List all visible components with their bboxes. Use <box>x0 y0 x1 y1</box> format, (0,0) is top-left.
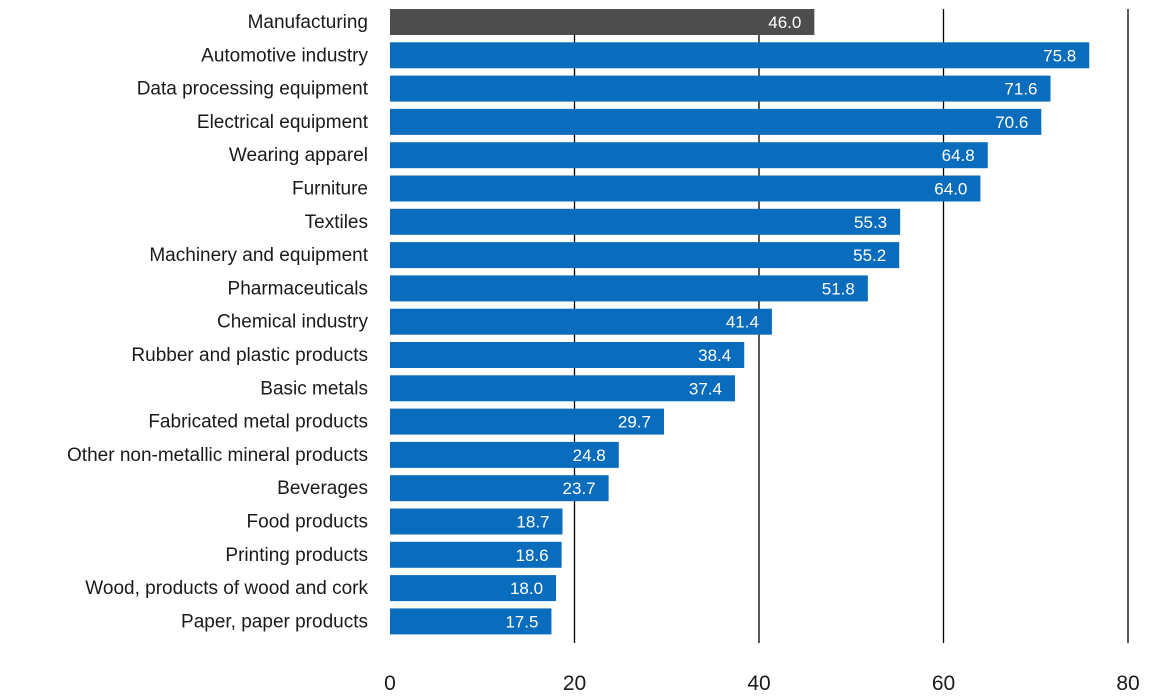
x-tick-label: 80 <box>1116 672 1139 695</box>
value-label: 64.0 <box>934 180 967 199</box>
value-label: 70.6 <box>995 113 1028 132</box>
value-label: 51.8 <box>822 279 855 298</box>
bar-electrical-equipment <box>390 108 1042 135</box>
value-label: 24.8 <box>573 446 606 465</box>
bar-food-products <box>390 508 563 535</box>
value-label: 17.5 <box>505 612 538 631</box>
value-label: 71.6 <box>1004 80 1037 99</box>
category-label: Other non-metallic mineral products <box>67 445 368 466</box>
value-label: 18.6 <box>515 546 548 565</box>
bar-machinery-and-equipment <box>390 242 900 269</box>
bar-furniture <box>390 175 981 202</box>
category-label: Pharmaceuticals <box>228 278 368 299</box>
category-label: Fabricated metal products <box>148 412 368 433</box>
category-label: Manufacturing <box>248 12 368 33</box>
bar-wood-products-of-wood-and-cork <box>390 575 557 602</box>
category-label: Textiles <box>305 212 368 233</box>
bar-basic-metals <box>390 375 736 402</box>
bar-textiles <box>390 208 901 235</box>
category-label: Wearing apparel <box>229 145 368 166</box>
bar-data-processing-equipment <box>390 75 1051 102</box>
value-label: 23.7 <box>563 479 596 498</box>
category-label: Basic metals <box>260 378 368 399</box>
bar-pharmaceuticals <box>390 275 868 302</box>
bar-beverages <box>390 475 609 502</box>
bar-printing-products <box>390 541 562 568</box>
value-label: 37.4 <box>689 379 722 398</box>
value-label: 55.3 <box>854 213 887 232</box>
bar-other-non-metallic-mineral-products <box>390 441 619 468</box>
x-axis-tick-labels: 0 20 40 60 80 <box>384 672 1140 695</box>
bar-fabricated-metal-products <box>390 408 664 435</box>
category-label: Electrical equipment <box>197 112 369 133</box>
value-label: 41.4 <box>726 313 759 332</box>
bars <box>390 9 1090 635</box>
x-tick-label: 40 <box>747 672 770 695</box>
value-labels: 46.0 75.8 71.6 70.6 64.8 64.0 55.3 55.2 51.8 41.4… <box>505 13 1076 631</box>
bar-automotive-industry <box>390 42 1090 69</box>
bar-paper-paper-products <box>390 608 552 635</box>
category-label: Automotive industry <box>201 45 368 66</box>
value-label: 55.2 <box>853 246 886 265</box>
value-label: 29.7 <box>618 413 651 432</box>
category-label: Furniture <box>292 179 368 200</box>
category-labels: Manufacturing Automotive industry Data pro… <box>67 12 369 632</box>
category-label: Machinery and equipment <box>149 245 368 266</box>
bar-rubber-and-plastic-products <box>390 342 745 368</box>
value-label: 18.0 <box>510 579 543 598</box>
value-label: 46.0 <box>768 13 801 32</box>
value-label: 18.7 <box>516 513 549 532</box>
x-tick-label: 60 <box>932 672 955 695</box>
category-label: Wood, products of wood and cork <box>85 578 368 599</box>
bar-chemical-industry <box>390 308 772 335</box>
value-label: 75.8 <box>1043 46 1076 65</box>
value-label: 64.8 <box>942 146 975 165</box>
category-label: Printing products <box>225 545 368 566</box>
category-label: Food products <box>247 512 368 533</box>
category-label: Rubber and plastic products <box>131 345 368 366</box>
value-label: 38.4 <box>698 346 731 365</box>
category-label: Beverages <box>277 478 368 499</box>
category-label: Data processing equipment <box>137 79 369 100</box>
bar-wearing-apparel <box>390 142 988 169</box>
x-tick-label: 0 <box>384 672 396 695</box>
x-tick-label: 20 <box>563 672 586 695</box>
bar-manufacturing <box>390 9 815 35</box>
category-label: Paper, paper products <box>181 611 368 632</box>
category-label: Chemical industry <box>217 312 368 333</box>
